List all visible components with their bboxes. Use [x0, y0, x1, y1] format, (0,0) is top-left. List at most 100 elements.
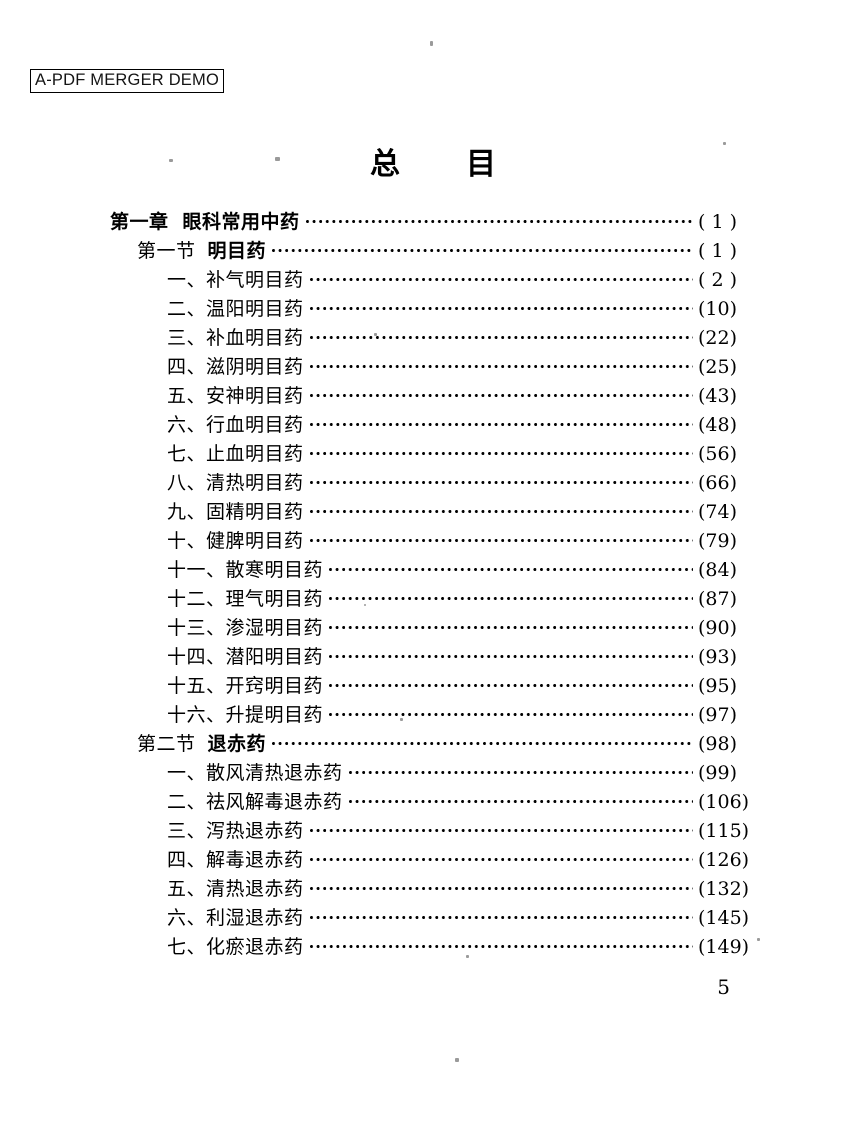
scan-speck	[430, 41, 433, 46]
table-of-contents: 第一章 眼科常用中药 ( 1 ) 第一节 明目药 ( 1 ) 一、补气明目药 ( 2 ) 二、温…	[0, 208, 866, 962]
toc-entry-page-number: (99)	[698, 762, 738, 784]
toc-leader-dots	[309, 934, 693, 953]
toc-entry-title: 退赤药	[207, 733, 267, 755]
toc-entry-title: 二、温阳明目药	[167, 298, 304, 320]
toc-entry-item[interactable]: 八、清热明目药 (66)	[0, 469, 866, 498]
toc-leader-dots	[309, 499, 693, 518]
toc-entry-page-number: (43)	[698, 385, 738, 407]
toc-entry-item[interactable]: 七、止血明目药 (56)	[0, 440, 866, 469]
toc-leader-dots	[329, 586, 693, 605]
toc-entry-item[interactable]: 十一、散寒明目药 (84)	[0, 556, 866, 585]
toc-entry-label: 一、散风清热退赤药	[167, 759, 343, 788]
toc-entry-title: 四、滋阴明目药	[167, 356, 304, 378]
toc-entry-label: 七、化瘀退赤药	[167, 933, 304, 962]
toc-entry-label: 十六、升提明目药	[167, 701, 323, 730]
toc-entry-item[interactable]: 十五、开窍明目药 (95)	[0, 672, 866, 701]
toc-entry-page-number: (10)	[698, 298, 738, 320]
toc-entry-page-number: (90)	[698, 617, 738, 639]
toc-entry-chapter[interactable]: 第一章 眼科常用中药 ( 1 )	[0, 208, 866, 237]
toc-entry-item[interactable]: 九、固精明目药 (74)	[0, 498, 866, 527]
toc-entry-title: 眼科常用中药	[182, 211, 300, 233]
toc-leader-dots	[309, 296, 693, 315]
toc-leader-dots	[309, 441, 693, 460]
toc-entry-page-number: (132)	[698, 878, 750, 900]
toc-entry-page-number: (56)	[698, 443, 738, 465]
toc-entry-number: 第二节	[137, 733, 196, 755]
toc-entry-item[interactable]: 十三、渗湿明目药 (90)	[0, 614, 866, 643]
toc-entry-label: 三、泻热退赤药	[167, 817, 304, 846]
toc-entry-page-number: (97)	[698, 704, 738, 726]
toc-entry-item[interactable]: 三、泻热退赤药 (115)	[0, 817, 866, 846]
toc-entry-title: 四、解毒退赤药	[167, 849, 304, 871]
toc-entry-title: 九、固精明目药	[167, 501, 304, 523]
toc-entry-item[interactable]: 十四、潜阳明目药 (93)	[0, 643, 866, 672]
page-title-left: 总	[370, 147, 400, 182]
footer-page-number: 5	[717, 975, 730, 999]
toc-entry-item[interactable]: 十二、理气明目药 (87)	[0, 585, 866, 614]
toc-entry-page-number: (149)	[698, 936, 750, 958]
toc-entry-label: 二、温阳明目药	[167, 295, 304, 324]
toc-entry-item[interactable]: 三、补血明目药 (22)	[0, 324, 866, 353]
toc-leader-dots	[309, 847, 693, 866]
toc-entry-label: 九、固精明目药	[167, 498, 304, 527]
toc-entry-item[interactable]: 六、行血明目药 (48)	[0, 411, 866, 440]
toc-leader-dots	[348, 789, 693, 808]
toc-entry-label: 五、清热退赤药	[167, 875, 304, 904]
toc-entry-page-number: (98)	[698, 733, 738, 755]
toc-leader-dots	[309, 905, 693, 924]
toc-entry-item[interactable]: 二、祛风解毒退赤药 (106)	[0, 788, 866, 817]
toc-entry-title: 五、清热退赤药	[167, 878, 304, 900]
toc-entry-label: 四、滋阴明目药	[167, 353, 304, 382]
toc-entry-item[interactable]: 四、解毒退赤药 (126)	[0, 846, 866, 875]
toc-entry-title: 十二、理气明目药	[167, 588, 324, 610]
toc-entry-label: 六、利湿退赤药	[167, 904, 304, 933]
scan-speck	[374, 333, 377, 336]
scan-speck	[364, 604, 366, 606]
toc-entry-page-number: (48)	[698, 414, 738, 436]
toc-leader-dots	[309, 412, 693, 431]
toc-entry-title: 一、散风清热退赤药	[167, 762, 343, 784]
toc-entry-page-number: (95)	[698, 675, 738, 697]
toc-entry-title: 六、行血明目药	[167, 414, 304, 436]
toc-entry-item[interactable]: 一、散风清热退赤药 (99)	[0, 759, 866, 788]
toc-entry-title: 十五、开窍明目药	[167, 675, 324, 697]
scan-speck	[466, 955, 469, 958]
page-title: 总目	[0, 148, 866, 182]
toc-entry-label: 第一章 眼科常用中药	[110, 208, 300, 237]
toc-entry-item[interactable]: 六、利湿退赤药 (145)	[0, 904, 866, 933]
toc-leader-dots	[305, 209, 693, 228]
toc-leader-dots	[309, 267, 693, 286]
toc-entry-item[interactable]: 二、温阳明目药 (10)	[0, 295, 866, 324]
toc-entry-page-number: ( 2 )	[698, 269, 737, 291]
toc-entry-label: 七、止血明目药	[167, 440, 304, 469]
toc-entry-label: 四、解毒退赤药	[167, 846, 304, 875]
toc-entry-item[interactable]: 十、健脾明目药 (79)	[0, 527, 866, 556]
toc-entry-label: 十一、散寒明目药	[167, 556, 323, 585]
toc-entry-label: 五、安神明目药	[167, 382, 304, 411]
toc-entry-label: 十五、开窍明目药	[167, 672, 323, 701]
toc-entry-item[interactable]: 十六、升提明目药 (97)	[0, 701, 866, 730]
toc-entry-title: 七、化瘀退赤药	[167, 936, 304, 958]
toc-entry-page-number: (93)	[698, 646, 738, 668]
scan-speck	[169, 159, 173, 162]
toc-entry-title: 明目药	[207, 240, 267, 262]
toc-entry-page-number: (115)	[698, 820, 750, 842]
toc-entry-title: 十、健脾明目药	[167, 530, 304, 552]
page-title-right: 目	[466, 147, 496, 182]
toc-entry-section[interactable]: 第二节 退赤药 (98)	[0, 730, 866, 759]
toc-entry-item[interactable]: 四、滋阴明目药 (25)	[0, 353, 866, 382]
toc-entry-title: 十三、渗湿明目药	[167, 617, 324, 639]
toc-entry-item[interactable]: 五、安神明目药 (43)	[0, 382, 866, 411]
toc-entry-title: 十四、潜阳明目药	[167, 646, 324, 668]
toc-leader-dots	[309, 325, 693, 344]
toc-leader-dots	[272, 238, 693, 257]
toc-entry-label: 十、健脾明目药	[167, 527, 304, 556]
toc-entry-page-number: ( 1 )	[698, 211, 737, 233]
toc-entry-item[interactable]: 一、补气明目药 ( 2 )	[0, 266, 866, 295]
toc-entry-page-number: (145)	[698, 907, 750, 929]
toc-entry-item[interactable]: 五、清热退赤药 (132)	[0, 875, 866, 904]
toc-entry-section[interactable]: 第一节 明目药 ( 1 )	[0, 237, 866, 266]
toc-entry-title: 五、安神明目药	[167, 385, 304, 407]
toc-entry-item[interactable]: 七、化瘀退赤药 (149)	[0, 933, 866, 962]
toc-leader-dots	[329, 673, 693, 692]
